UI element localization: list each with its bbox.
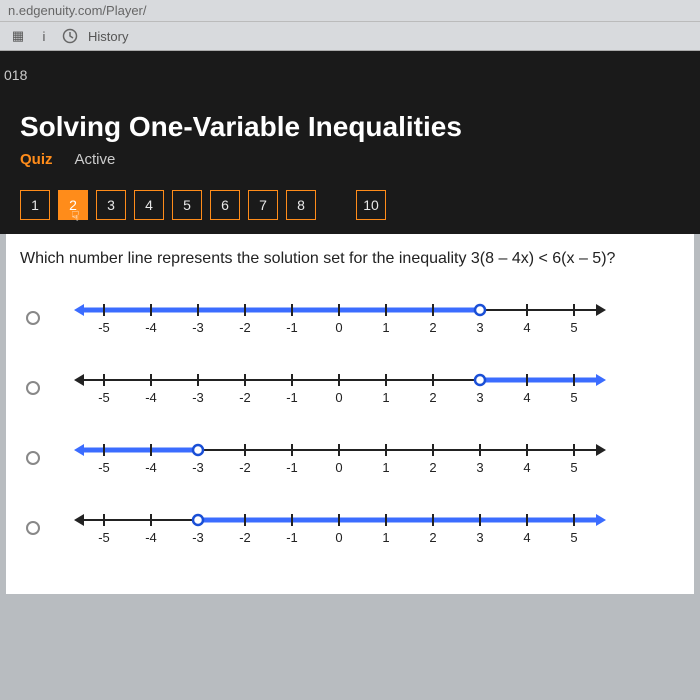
svg-text:2: 2 <box>429 530 436 545</box>
grid-icon[interactable]: ▦ <box>10 28 26 44</box>
svg-text:0: 0 <box>335 530 342 545</box>
header-badge: 018 <box>0 61 700 95</box>
svg-text:3: 3 <box>476 530 483 545</box>
svg-text:-4: -4 <box>145 460 157 475</box>
qnav-item-5[interactable]: 5 <box>172 190 202 220</box>
app-header: 018 Solving One-Variable Inequalities Qu… <box>0 51 700 234</box>
qnav-item-1[interactable]: 1 <box>20 190 50 220</box>
svg-text:2: 2 <box>429 320 436 335</box>
radio-button[interactable] <box>26 381 40 395</box>
info-icon[interactable]: i <box>36 28 52 44</box>
svg-text:-3: -3 <box>192 530 204 545</box>
answer-options: -5 -4 -3 -2 -1 0 1 2 3 4 5 -5 -4 -3 -2 -1 0 1 2 3 4 5 -5 -4 -3… <box>20 292 680 554</box>
question-text: Which number line represents the solutio… <box>20 250 680 268</box>
question-card: Which number line represents the solutio… <box>6 234 694 594</box>
browser-chrome: n.edgenuity.com/Player/ ▦ i History <box>0 0 700 51</box>
svg-text:4: 4 <box>523 530 530 545</box>
radio-button[interactable] <box>26 521 40 535</box>
svg-text:3: 3 <box>476 390 483 405</box>
svg-text:-4: -4 <box>145 530 157 545</box>
page-title: Solving One-Variable Inequalities <box>20 111 680 143</box>
svg-text:3: 3 <box>476 460 483 475</box>
svg-text:-3: -3 <box>192 460 204 475</box>
qnav-item-3[interactable]: 3 <box>96 190 126 220</box>
svg-text:-1: -1 <box>286 460 298 475</box>
svg-text:-5: -5 <box>98 530 110 545</box>
url-bar[interactable]: n.edgenuity.com/Player/ <box>0 0 700 22</box>
svg-text:-3: -3 <box>192 390 204 405</box>
qnav-item-4[interactable]: 4 <box>134 190 164 220</box>
svg-text:1: 1 <box>382 460 389 475</box>
svg-text:-4: -4 <box>145 320 157 335</box>
svg-text:1: 1 <box>382 390 389 405</box>
svg-text:-2: -2 <box>239 460 251 475</box>
svg-text:3: 3 <box>476 320 483 335</box>
svg-text:-2: -2 <box>239 530 251 545</box>
svg-text:-1: -1 <box>286 530 298 545</box>
svg-text:-1: -1 <box>286 390 298 405</box>
cursor-icon: ☟ <box>71 208 80 225</box>
svg-text:0: 0 <box>335 320 342 335</box>
svg-text:-1: -1 <box>286 320 298 335</box>
svg-text:0: 0 <box>335 390 342 405</box>
svg-text:-2: -2 <box>239 320 251 335</box>
answer-option[interactable]: -5 -4 -3 -2 -1 0 1 2 3 4 5 <box>20 432 680 484</box>
answer-option[interactable]: -5 -4 -3 -2 -1 0 1 2 3 4 5 <box>20 502 680 554</box>
qnav-item-2[interactable]: 2☟ <box>58 190 88 220</box>
svg-text:2: 2 <box>429 390 436 405</box>
svg-text:4: 4 <box>523 460 530 475</box>
svg-text:2: 2 <box>429 460 436 475</box>
svg-text:5: 5 <box>570 460 577 475</box>
svg-text:-4: -4 <box>145 390 157 405</box>
svg-text:-5: -5 <box>98 390 110 405</box>
history-label[interactable]: History <box>88 29 128 44</box>
question-nav: 1 2☟ 345678 10 <box>0 186 700 234</box>
qnav-item-10[interactable]: 10 <box>356 190 386 220</box>
browser-toolbar: ▦ i History <box>0 22 700 50</box>
number-line: -5 -4 -3 -2 -1 0 1 2 3 4 5 <box>58 362 618 414</box>
svg-text:-5: -5 <box>98 460 110 475</box>
svg-text:-2: -2 <box>239 390 251 405</box>
qnav-item-7[interactable]: 7 <box>248 190 278 220</box>
qnav-item-6[interactable]: 6 <box>210 190 240 220</box>
qnav-item-8[interactable]: 8 <box>286 190 316 220</box>
svg-text:5: 5 <box>570 530 577 545</box>
svg-text:5: 5 <box>570 390 577 405</box>
svg-text:5: 5 <box>570 320 577 335</box>
radio-button[interactable] <box>26 451 40 465</box>
radio-button[interactable] <box>26 311 40 325</box>
tab-active-state[interactable]: Active <box>75 151 116 168</box>
svg-text:-3: -3 <box>192 320 204 335</box>
svg-text:4: 4 <box>523 320 530 335</box>
svg-text:0: 0 <box>335 460 342 475</box>
number-line: -5 -4 -3 -2 -1 0 1 2 3 4 5 <box>58 292 618 344</box>
tabs: Quiz Active <box>20 151 680 168</box>
answer-option[interactable]: -5 -4 -3 -2 -1 0 1 2 3 4 5 <box>20 362 680 414</box>
answer-option[interactable]: -5 -4 -3 -2 -1 0 1 2 3 4 5 <box>20 292 680 344</box>
svg-text:4: 4 <box>523 390 530 405</box>
number-line: -5 -4 -3 -2 -1 0 1 2 3 4 5 <box>58 432 618 484</box>
history-icon[interactable] <box>62 28 78 44</box>
svg-text:-5: -5 <box>98 320 110 335</box>
svg-text:1: 1 <box>382 320 389 335</box>
svg-text:1: 1 <box>382 530 389 545</box>
tab-quiz[interactable]: Quiz <box>20 151 53 168</box>
number-line: -5 -4 -3 -2 -1 0 1 2 3 4 5 <box>58 502 618 554</box>
